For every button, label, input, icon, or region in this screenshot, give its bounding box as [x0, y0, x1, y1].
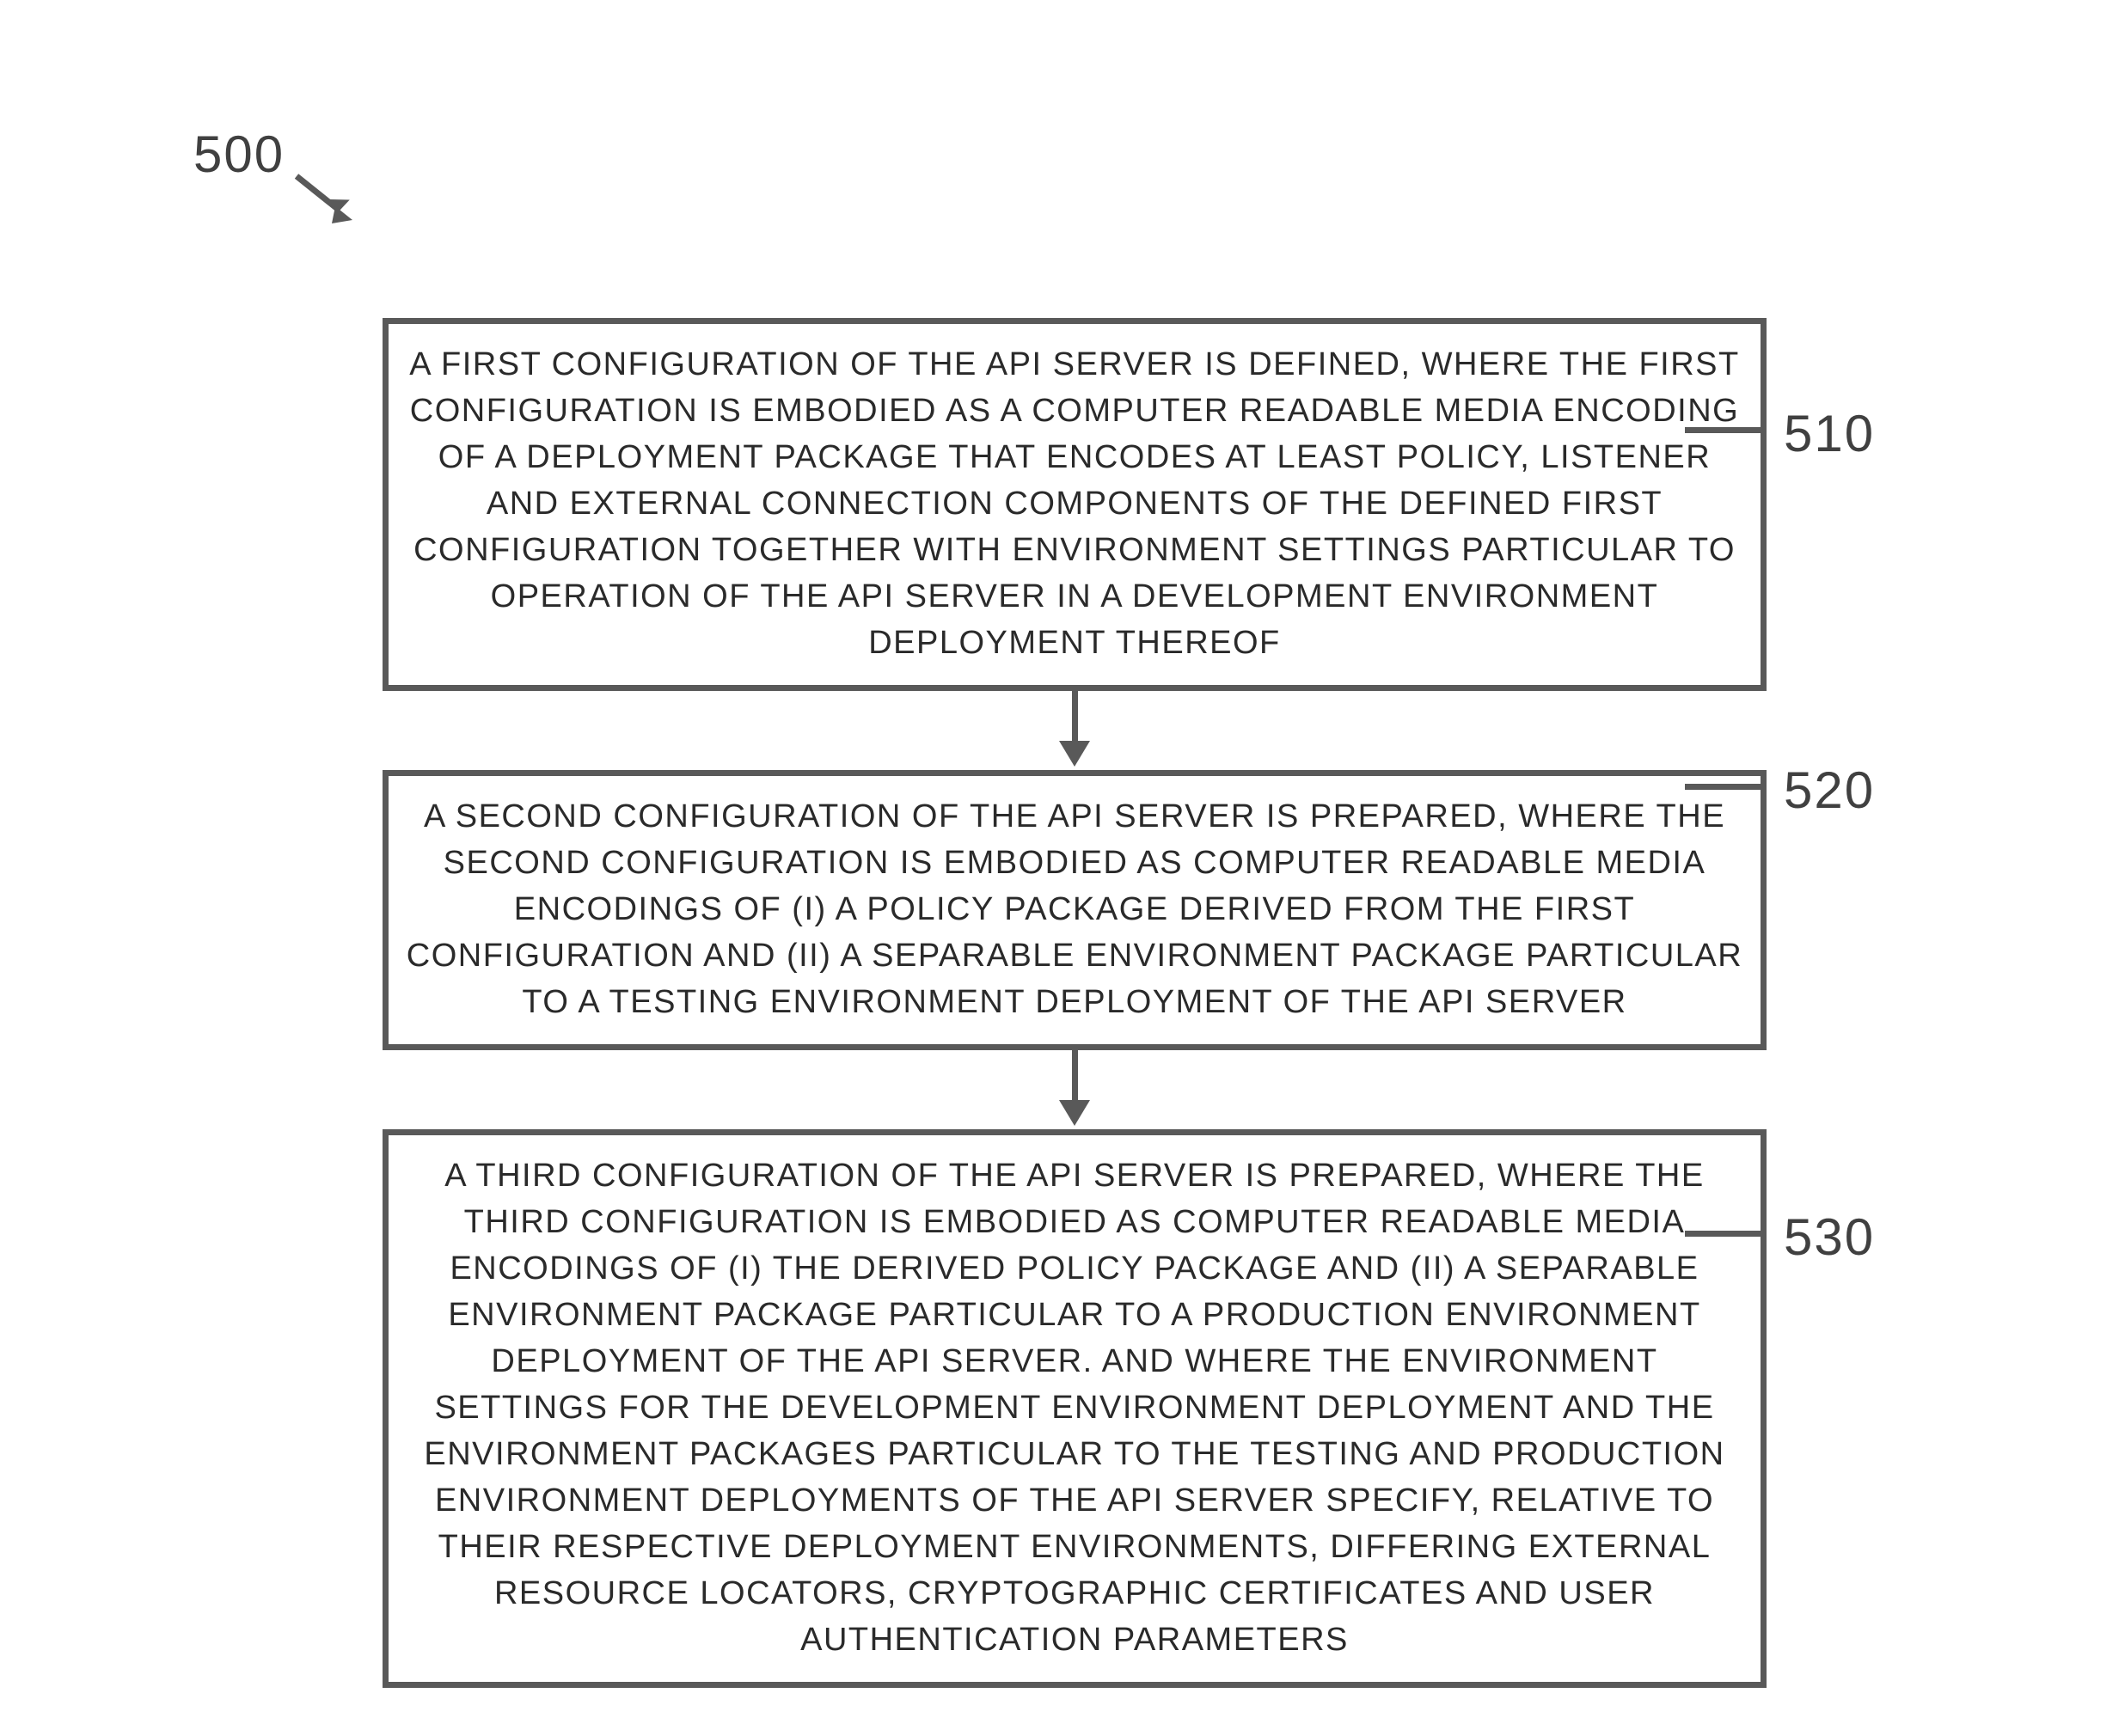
step-label-530: 530 — [1784, 1207, 1875, 1267]
leader-line — [1685, 1231, 1762, 1237]
flow-step-520: A SECOND CONFIGURATION OF THE API SERVER… — [383, 770, 1767, 1050]
flow-step-530: A THIRD CONFIGURATION OF THE API SERVER … — [383, 1129, 1767, 1688]
figure-ref-arrow — [292, 172, 361, 232]
flow-arrow — [301, 691, 1848, 770]
leader-line — [1685, 784, 1762, 790]
flowchart: A FIRST CONFIGURATION OF THE API SERVER … — [301, 318, 1848, 1688]
leader-line — [1685, 427, 1762, 433]
step-label-520: 520 — [1784, 761, 1875, 820]
figure-ref-label: 500 — [193, 125, 285, 184]
flow-arrow — [301, 1050, 1848, 1129]
flow-step-510: A FIRST CONFIGURATION OF THE API SERVER … — [383, 318, 1767, 691]
step-label-510: 510 — [1784, 404, 1875, 463]
